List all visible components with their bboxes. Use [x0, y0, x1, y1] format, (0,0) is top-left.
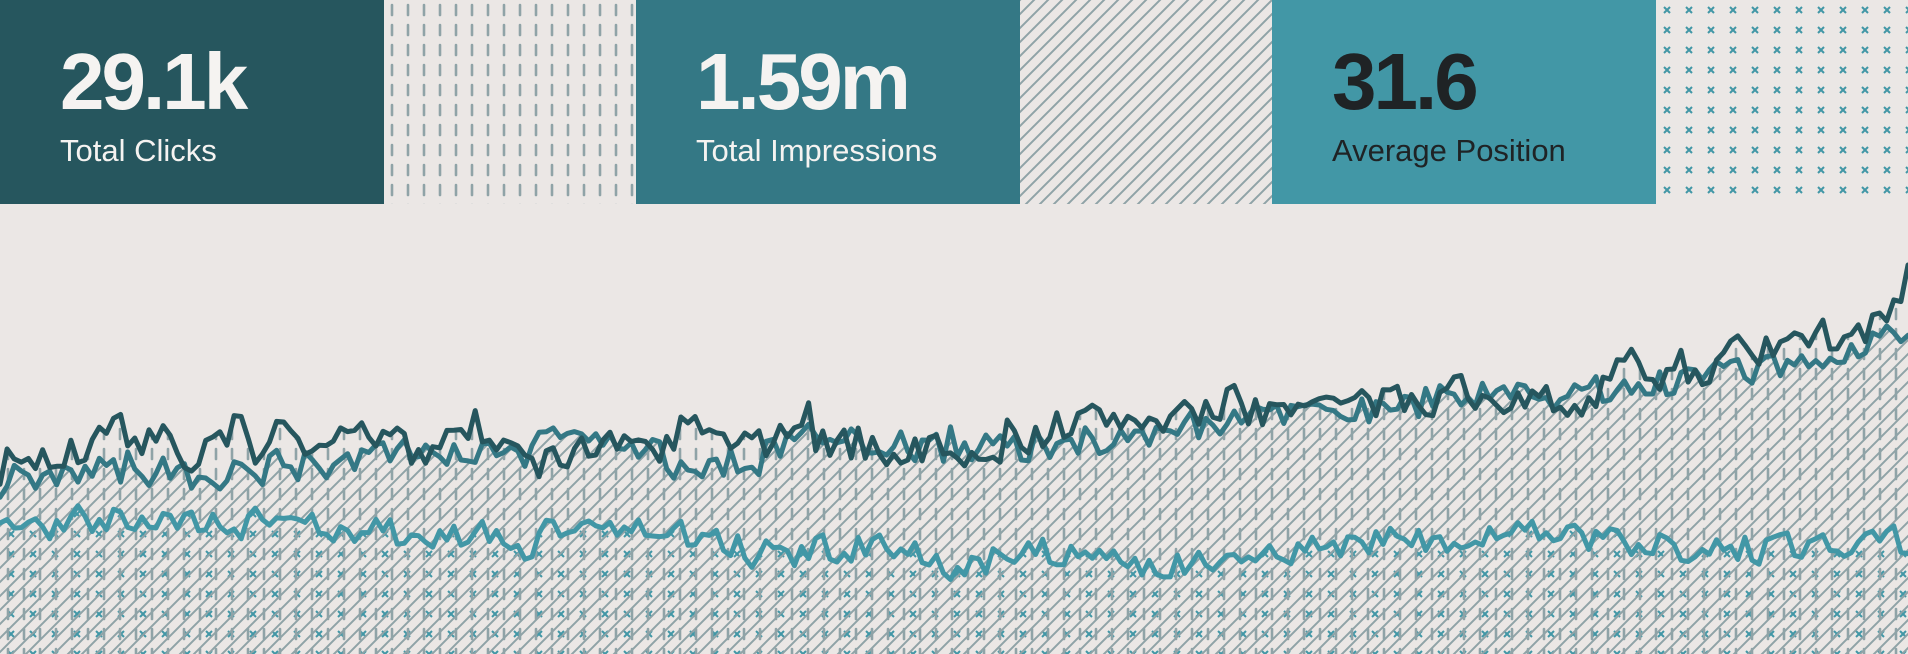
chart-fills	[0, 265, 1908, 654]
stat-label: Total Impressions	[696, 133, 938, 168]
dashes-pattern	[384, 0, 636, 204]
pattern-panel-diagonal	[1020, 0, 1272, 204]
stat-value: 1.59m	[696, 37, 911, 126]
trend-chart-svg	[0, 262, 1908, 654]
stat-label: Average Position	[1332, 133, 1566, 168]
pattern-panel-crosses	[1656, 0, 1908, 204]
diagonal-pattern-fill	[1020, 0, 1272, 204]
pattern-panel-dashes	[384, 0, 636, 204]
stat-value: 31.6	[1332, 37, 1479, 126]
series-line-2[interactable]	[0, 323, 1908, 500]
chart-lines	[0, 262, 1908, 582]
stat-value: 29.1k	[60, 37, 248, 126]
crosses-pattern-fill	[1656, 0, 1908, 204]
diagonal-pattern	[1020, 0, 1272, 204]
stat-card-total-impressions[interactable]: 1.59m Total Impressions	[636, 0, 1020, 204]
dashes-pattern-fill	[384, 0, 636, 204]
stat-label: Total Clicks	[60, 133, 217, 168]
stat-card-total-clicks[interactable]: 29.1k Total Clicks	[0, 0, 384, 204]
stat-card-average-position[interactable]: 31.6 Average Position	[1272, 0, 1656, 204]
crosses-pattern	[1656, 0, 1908, 204]
series-line-3[interactable]	[0, 503, 1908, 582]
series-line-1[interactable]	[0, 262, 1908, 487]
series-area-1	[0, 265, 1908, 654]
stats-row: 29.1k Total Clicks 1.59m Total Impressio…	[0, 0, 1908, 204]
trend-chart	[0, 204, 1908, 654]
